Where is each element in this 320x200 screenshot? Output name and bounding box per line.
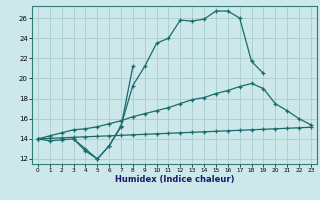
X-axis label: Humidex (Indice chaleur): Humidex (Indice chaleur) xyxy=(115,175,234,184)
